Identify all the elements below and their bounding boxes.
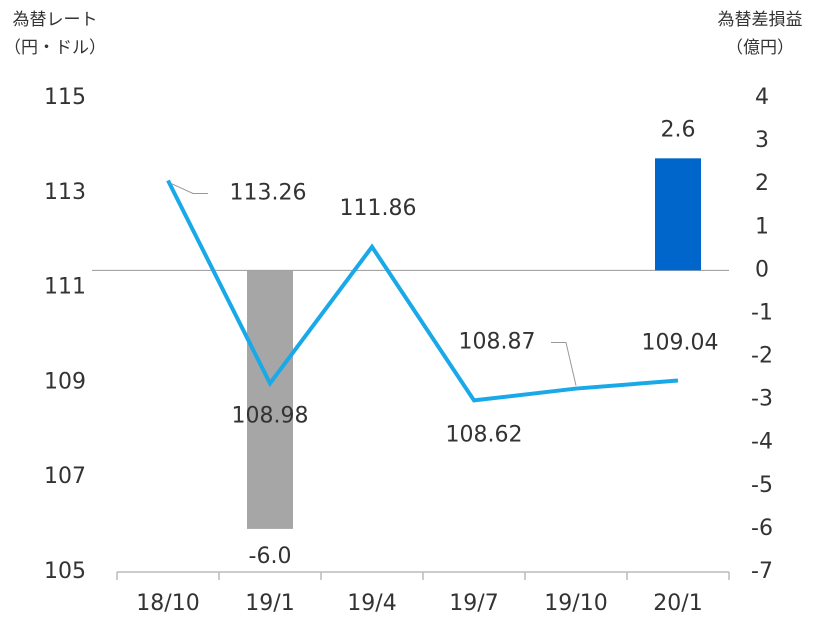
x-tick-label: 18/10 (136, 591, 199, 616)
y2-axis-label: 為替差損益 (718, 10, 803, 30)
y-tick-label: 113 (44, 180, 86, 205)
x-tick-label: 19/1 (245, 591, 294, 616)
y-axis-label: 為替レート (13, 10, 98, 30)
x-tick-label: 19/7 (449, 591, 498, 616)
y2-tick-label: -1 (751, 300, 773, 325)
y2-tick-label: 2 (755, 171, 769, 196)
bar (655, 158, 701, 271)
y-tick-label: 115 (44, 85, 86, 110)
line-value-label: 108.87 (459, 330, 536, 355)
y-tick-label: 107 (44, 464, 86, 489)
y-axis-label: （円・ドル） (4, 38, 106, 58)
line-value-label: 108.62 (446, 422, 523, 447)
y-tick-label: 105 (44, 559, 86, 584)
y2-tick-label: -6 (751, 516, 773, 541)
leader-line (170, 183, 208, 194)
bar-value-label: 2.6 (661, 117, 696, 142)
y2-axis-label: （億円） (726, 38, 794, 58)
y2-tick-label: -5 (751, 473, 773, 498)
y2-tick-label: 3 (755, 128, 769, 153)
leader-line (551, 342, 577, 386)
y2-tick-label: 1 (755, 214, 769, 239)
y-tick-label: 109 (44, 369, 86, 394)
x-tick-label: 20/1 (653, 591, 702, 616)
line-value-label: 109.04 (642, 331, 719, 356)
bar-value-label: -6.0 (249, 544, 292, 569)
y2-tick-label: 4 (755, 85, 769, 110)
y-tick-label: 111 (44, 275, 86, 300)
y2-tick-label: 0 (755, 257, 769, 282)
line-value-label: 108.98 (232, 403, 309, 428)
y2-tick-label: -3 (751, 387, 773, 412)
y2-tick-label: -7 (751, 559, 773, 584)
line-value-label: 111.86 (340, 196, 417, 221)
x-tick-label: 19/4 (347, 591, 396, 616)
y2-tick-label: -2 (751, 344, 773, 369)
line-value-label: 113.26 (230, 180, 307, 205)
x-tick-label: 19/10 (544, 591, 607, 616)
bar (247, 270, 293, 529)
y2-tick-label: -4 (751, 430, 773, 455)
line (166, 179, 679, 403)
